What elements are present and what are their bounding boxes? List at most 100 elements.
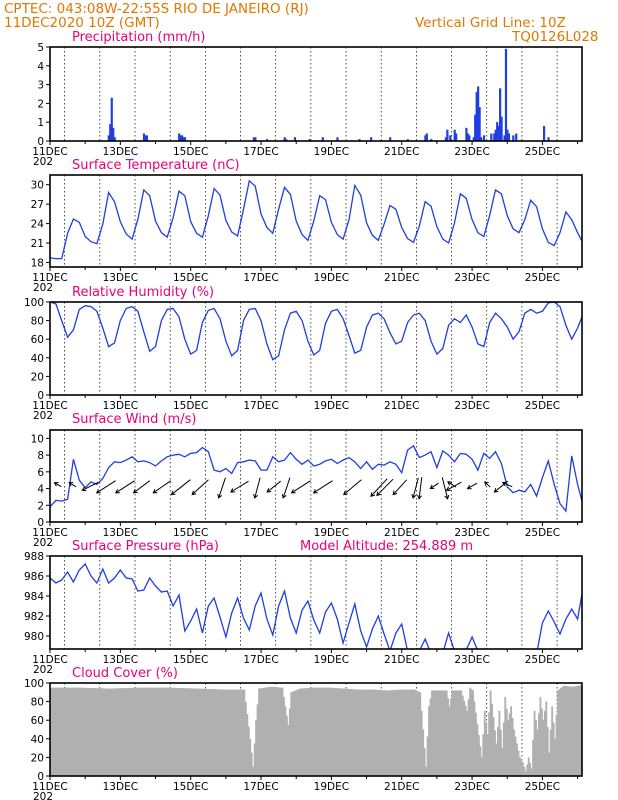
cloud-bar bbox=[88, 687, 90, 776]
precip-bar bbox=[494, 129, 497, 141]
x-tick-label: 19DEC bbox=[314, 400, 349, 412]
wind-arrowhead bbox=[152, 488, 158, 494]
cloud-bar bbox=[517, 750, 520, 776]
cloud-bar bbox=[319, 687, 322, 776]
cloud-bar bbox=[227, 689, 230, 776]
x-tick-label: 15DEC bbox=[173, 146, 208, 158]
wind-arrowhead bbox=[376, 491, 381, 497]
cloud-bar bbox=[249, 738, 252, 776]
cloud-bar bbox=[118, 688, 121, 776]
cloud-bar bbox=[113, 688, 115, 776]
cloud-bar bbox=[102, 688, 105, 776]
cloud-bar bbox=[356, 689, 359, 776]
cloud-bar bbox=[536, 729, 539, 776]
precip-bar bbox=[142, 133, 146, 141]
cloud-bar bbox=[538, 713, 540, 776]
x-tick-label: 13DEC bbox=[103, 527, 138, 539]
cloud-bar bbox=[391, 690, 394, 776]
cloud-bar bbox=[244, 701, 247, 776]
wind-arrowhead bbox=[230, 488, 235, 493]
cloud-bar bbox=[527, 757, 530, 776]
wind-arrow bbox=[82, 481, 99, 491]
cloud-bar bbox=[170, 687, 173, 776]
y-tick-label: 984 bbox=[24, 591, 44, 603]
precip-bar bbox=[507, 133, 511, 141]
cloud-bar bbox=[551, 706, 554, 776]
x-tick-label: 17DEC bbox=[243, 527, 278, 539]
cloud-bar bbox=[558, 689, 561, 776]
cloud-bar bbox=[123, 688, 126, 776]
precip-bar bbox=[475, 92, 478, 141]
cloud-bar bbox=[57, 687, 60, 776]
wind-arrow bbox=[392, 479, 408, 495]
cloud-bar bbox=[239, 689, 241, 776]
y-tick-label: 4 bbox=[37, 484, 44, 496]
cloud-bar bbox=[363, 689, 366, 776]
x-tick-label: 23DEC bbox=[454, 527, 489, 539]
y-tick-label: 20 bbox=[31, 752, 44, 764]
cloud-bar bbox=[108, 688, 111, 776]
cloud-bar bbox=[567, 686, 570, 776]
precip-bar bbox=[389, 137, 392, 141]
cloud-bar bbox=[233, 689, 236, 776]
cloud-bar bbox=[359, 689, 362, 776]
x-tick-label: 23DEC bbox=[454, 400, 489, 412]
wind-arrowhead bbox=[417, 494, 422, 500]
cloud-bar bbox=[148, 687, 151, 776]
precip-bar bbox=[283, 137, 286, 141]
x-tick-label: 23DEC bbox=[454, 654, 489, 666]
cloud-bar bbox=[297, 689, 300, 776]
cloud-bar bbox=[161, 687, 164, 776]
cloud-bar bbox=[464, 705, 467, 776]
cloud-bar bbox=[300, 688, 303, 776]
cloud-bar bbox=[250, 752, 253, 776]
x-tick-label: 21DEC bbox=[384, 654, 419, 666]
cloud-bar bbox=[155, 687, 158, 776]
cloud-bar bbox=[514, 736, 517, 776]
y-tick-label: 980 bbox=[24, 631, 44, 643]
panel-title-wind: Surface Wind (m/s) bbox=[72, 412, 196, 427]
cloud-bar bbox=[230, 689, 233, 776]
cloud-bar bbox=[475, 712, 477, 776]
cloud-bar bbox=[576, 685, 579, 776]
cloud-bar bbox=[417, 691, 420, 776]
x-tick-label: 13DEC bbox=[103, 781, 138, 793]
cloud-bar bbox=[381, 690, 384, 776]
year-label: 202 bbox=[33, 410, 53, 422]
cloud-bar bbox=[217, 689, 219, 776]
cloud-bar bbox=[165, 687, 168, 776]
y-tick-label: 40 bbox=[31, 734, 44, 746]
x-tick-label: 15DEC bbox=[173, 272, 208, 284]
y-tick-label: 80 bbox=[31, 316, 44, 328]
cloud-bar bbox=[463, 700, 466, 776]
wind-arrowhead bbox=[132, 488, 138, 494]
y-tick-label: 4 bbox=[37, 61, 44, 73]
cloud-bar bbox=[262, 687, 265, 776]
x-tick-label: 23DEC bbox=[454, 146, 489, 158]
cloud-bar bbox=[82, 687, 85, 776]
cloud-bar bbox=[299, 688, 302, 776]
cloud-bar bbox=[291, 691, 294, 776]
wind-arrow bbox=[171, 479, 191, 495]
precip-bar bbox=[478, 107, 481, 141]
cloud-bar bbox=[293, 691, 296, 776]
cloud-bar bbox=[376, 689, 379, 776]
cloud-bar bbox=[554, 738, 557, 776]
cloud-bar bbox=[457, 690, 460, 776]
cloud-bar bbox=[192, 688, 195, 776]
y-tick-label: 27 bbox=[31, 199, 44, 211]
y-tick-label: 60 bbox=[31, 334, 44, 346]
cloud-bar bbox=[543, 710, 546, 776]
panel-title-cloud-cover: Cloud Cover (%) bbox=[72, 666, 178, 681]
cloud-bar bbox=[368, 689, 370, 776]
cloud-bar bbox=[208, 688, 211, 776]
cloud-bar bbox=[307, 688, 310, 776]
wind-arrowhead bbox=[466, 484, 472, 490]
cloud-bar bbox=[198, 688, 200, 776]
y-tick-label: 0 bbox=[37, 390, 44, 402]
precip-bar bbox=[113, 137, 116, 141]
x-tick-label: 21DEC bbox=[384, 527, 419, 539]
cloud-bar bbox=[425, 766, 428, 776]
cloud-bar bbox=[495, 743, 498, 776]
cloud-bar bbox=[285, 715, 288, 776]
